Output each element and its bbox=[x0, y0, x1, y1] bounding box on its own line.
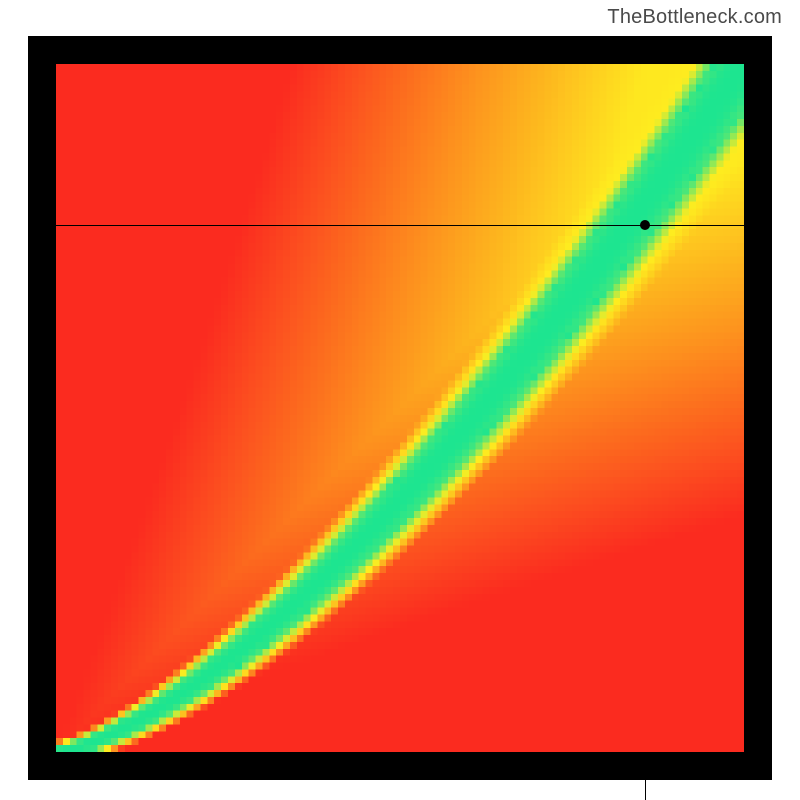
crosshair-vertical bbox=[645, 752, 646, 800]
watermark-text: TheBottleneck.com bbox=[607, 6, 782, 29]
plot-border bbox=[28, 36, 772, 780]
heatmap-canvas bbox=[56, 64, 744, 752]
intersection-marker bbox=[640, 220, 650, 230]
chart-container: TheBottleneck.com bbox=[0, 0, 800, 800]
